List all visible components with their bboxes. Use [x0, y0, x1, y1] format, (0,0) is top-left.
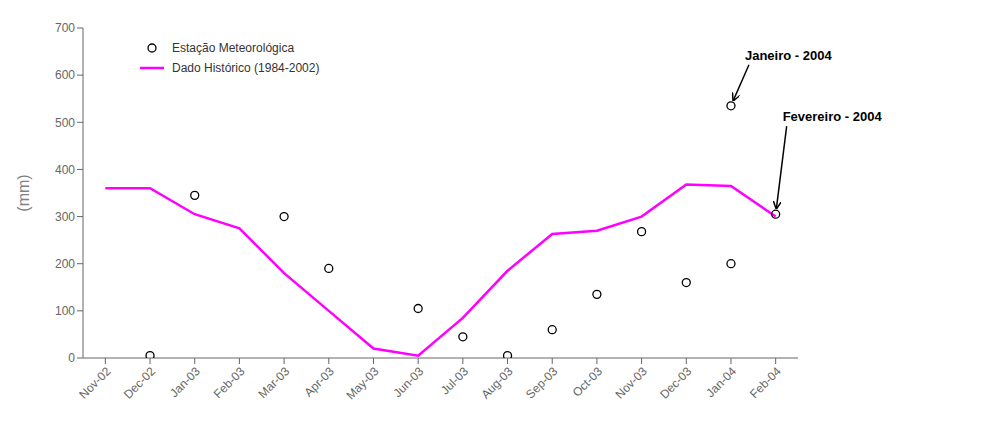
svg-text:200: 200 — [55, 257, 75, 271]
svg-text:Sep-03: Sep-03 — [523, 364, 560, 401]
svg-text:300: 300 — [55, 210, 75, 224]
svg-text:Aug-03: Aug-03 — [478, 364, 515, 401]
html-text:Estação Meteorológica: Estação Meteorológica — [172, 41, 295, 55]
svg-text:600: 600 — [55, 68, 75, 82]
svg-text:(mm): (mm) — [15, 174, 32, 211]
svg-text:500: 500 — [55, 116, 75, 130]
svg-text:Nov-02: Nov-02 — [76, 364, 113, 401]
html-text:Dado Histórico (1984-2002): Dado Histórico (1984-2002) — [172, 61, 320, 75]
svg-text:Feb-03: Feb-03 — [211, 364, 248, 401]
svg-text:Mar-03: Mar-03 — [255, 364, 292, 401]
svg-text:Jul-03: Jul-03 — [438, 364, 471, 397]
svg-text:Nov-03: Nov-03 — [612, 364, 649, 401]
svg-text:Dec-02: Dec-02 — [121, 364, 158, 401]
svg-text:Jan-04: Jan-04 — [703, 364, 739, 400]
svg-text:0: 0 — [68, 351, 75, 365]
svg-text:700: 700 — [55, 21, 75, 35]
svg-text:Jan-03: Jan-03 — [167, 364, 203, 400]
svg-text:100: 100 — [55, 304, 75, 318]
svg-text:Janeiro - 2004: Janeiro - 2004 — [745, 48, 832, 63]
svg-text:Apr-03: Apr-03 — [302, 364, 338, 400]
svg-text:400: 400 — [55, 163, 75, 177]
svg-text:Jun-03: Jun-03 — [390, 364, 426, 400]
svg-text:Feb-04: Feb-04 — [747, 364, 784, 401]
svg-text:Oct-03: Oct-03 — [570, 364, 606, 400]
svg-text:Fevereiro - 2004: Fevereiro - 2004 — [783, 109, 883, 124]
svg-text:May-03: May-03 — [343, 364, 381, 402]
svg-text:Dec-03: Dec-03 — [657, 364, 694, 401]
